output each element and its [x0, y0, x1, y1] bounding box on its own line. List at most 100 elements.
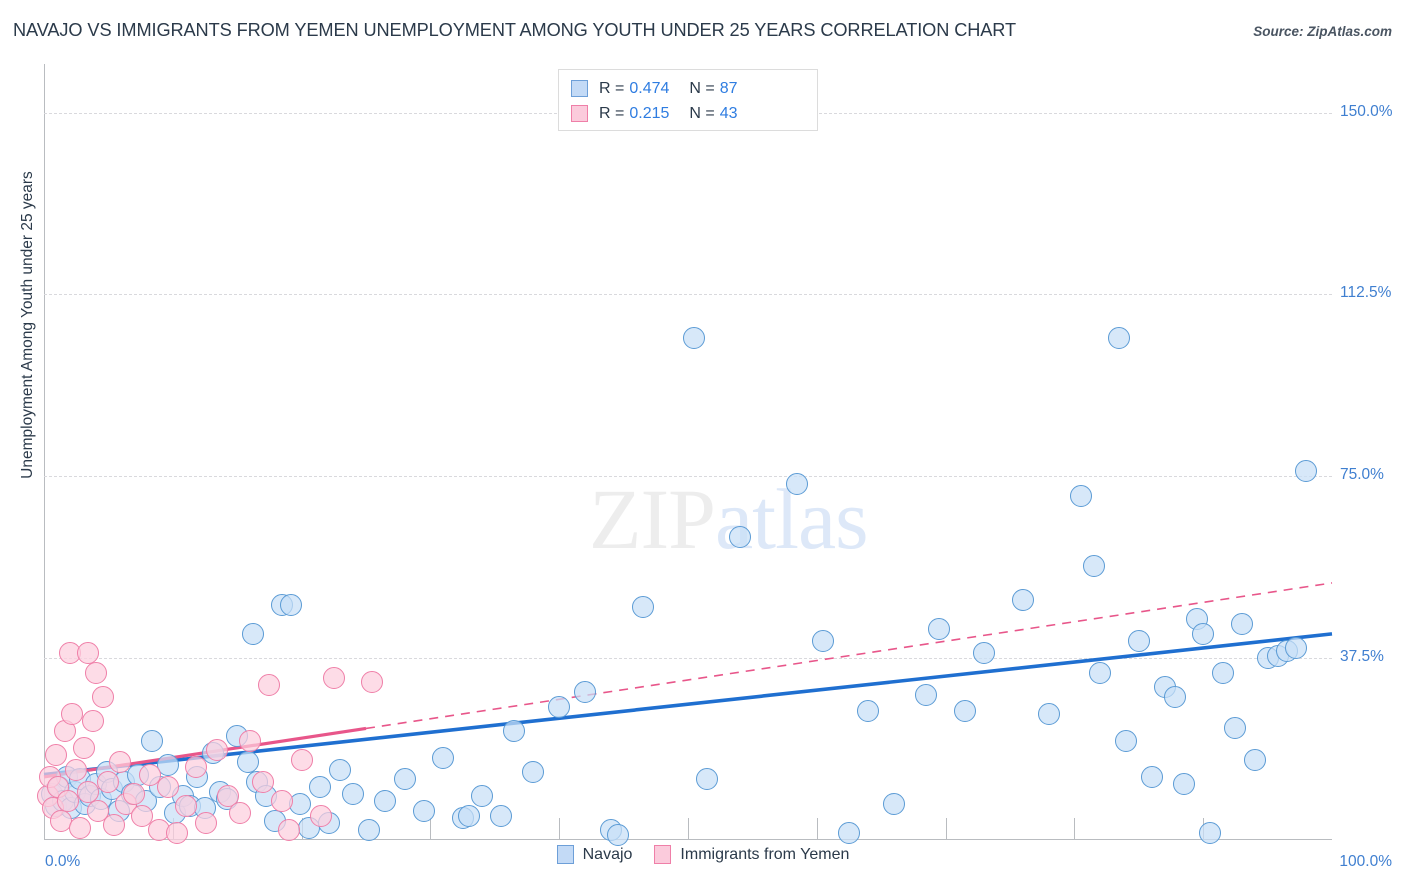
data-point-navajo[interactable]	[1069, 484, 1092, 507]
series-label-yemen: Immigrants from Yemen	[680, 845, 850, 863]
data-point-navajo[interactable]	[1211, 661, 1234, 684]
data-point-yemen[interactable]	[184, 756, 207, 779]
legend-item-navajo[interactable]: Navajo	[556, 845, 632, 864]
data-point-navajo[interactable]	[236, 751, 259, 774]
x-axis-tick	[816, 818, 818, 840]
data-point-yemen[interactable]	[108, 751, 131, 774]
data-point-yemen[interactable]	[72, 736, 95, 759]
data-point-navajo[interactable]	[1163, 685, 1186, 708]
data-point-navajo[interactable]	[1037, 702, 1060, 725]
data-point-yemen[interactable]	[76, 642, 99, 665]
data-point-yemen[interactable]	[69, 816, 92, 839]
data-point-yemen[interactable]	[156, 775, 179, 798]
data-point-navajo[interactable]	[1114, 729, 1137, 752]
data-point-yemen[interactable]	[138, 763, 161, 786]
data-point-yemen[interactable]	[228, 802, 251, 825]
data-point-navajo[interactable]	[928, 618, 951, 641]
data-point-yemen[interactable]	[130, 804, 153, 827]
data-point-navajo[interactable]	[812, 630, 835, 653]
data-point-navajo[interactable]	[374, 790, 397, 813]
data-point-navajo[interactable]	[1198, 821, 1221, 844]
data-point-yemen[interactable]	[174, 795, 197, 818]
data-point-navajo[interactable]	[607, 824, 630, 847]
data-point-navajo[interactable]	[838, 821, 860, 844]
data-point-navajo[interactable]	[1011, 588, 1034, 611]
data-point-navajo[interactable]	[953, 700, 976, 723]
data-point-navajo[interactable]	[548, 695, 571, 718]
data-point-yemen[interactable]	[61, 702, 84, 725]
data-point-navajo[interactable]	[308, 775, 331, 798]
data-point-yemen[interactable]	[123, 782, 146, 805]
data-point-navajo[interactable]	[728, 525, 751, 548]
data-point-navajo[interactable]	[973, 642, 996, 665]
data-point-yemen[interactable]	[361, 671, 384, 694]
data-point-navajo[interactable]	[393, 768, 416, 791]
gridline	[44, 476, 1332, 478]
x-axis-min-label: 0.0%	[45, 853, 81, 870]
data-point-navajo[interactable]	[1089, 661, 1112, 684]
data-point-yemen[interactable]	[277, 819, 300, 842]
data-point-yemen[interactable]	[258, 673, 281, 696]
data-point-navajo[interactable]	[490, 804, 513, 827]
data-point-navajo[interactable]	[522, 761, 545, 784]
data-point-navajo[interactable]	[883, 792, 906, 815]
data-point-navajo[interactable]	[631, 596, 654, 619]
data-point-navajo[interactable]	[1295, 460, 1318, 483]
data-point-yemen[interactable]	[81, 710, 104, 733]
data-point-yemen[interactable]	[217, 785, 240, 808]
data-point-navajo[interactable]	[458, 804, 481, 827]
data-point-yemen[interactable]	[102, 814, 125, 837]
data-point-yemen[interactable]	[205, 739, 228, 762]
data-point-navajo[interactable]	[156, 753, 179, 776]
data-point-navajo[interactable]	[683, 327, 706, 350]
data-point-navajo[interactable]	[432, 746, 455, 769]
data-point-yemen[interactable]	[65, 758, 88, 781]
data-point-navajo[interactable]	[342, 782, 365, 805]
legend-item-yemen[interactable]: Immigrants from Yemen	[654, 845, 849, 864]
data-point-yemen[interactable]	[87, 799, 110, 822]
data-point-navajo[interactable]	[1108, 327, 1131, 350]
data-point-yemen[interactable]	[239, 729, 262, 752]
data-point-navajo[interactable]	[280, 593, 303, 616]
data-point-yemen[interactable]	[251, 770, 274, 793]
data-point-navajo[interactable]	[1140, 765, 1163, 788]
data-point-navajo[interactable]	[1192, 622, 1215, 645]
data-point-navajo[interactable]	[503, 719, 526, 742]
data-point-navajo[interactable]	[1224, 717, 1247, 740]
trend-line-navajo	[43, 632, 1333, 777]
data-point-navajo[interactable]	[1127, 630, 1150, 653]
data-point-yemen[interactable]	[57, 790, 80, 813]
r-label-navajo: R =	[599, 79, 625, 97]
data-point-navajo[interactable]	[915, 683, 938, 706]
data-point-yemen[interactable]	[195, 812, 218, 835]
data-point-navajo[interactable]	[1172, 773, 1195, 796]
data-point-navajo[interactable]	[786, 472, 809, 495]
r-value-navajo: 0.474	[629, 79, 670, 97]
data-point-navajo[interactable]	[1243, 748, 1266, 771]
data-point-yemen[interactable]	[44, 744, 67, 767]
data-point-navajo[interactable]	[412, 799, 435, 822]
data-point-navajo[interactable]	[357, 819, 380, 842]
data-point-yemen[interactable]	[92, 685, 115, 708]
data-point-navajo[interactable]	[1082, 554, 1105, 577]
series-legend: Navajo Immigrants from Yemen	[0, 845, 1406, 864]
data-point-navajo[interactable]	[141, 729, 164, 752]
data-point-navajo[interactable]	[329, 758, 352, 781]
data-point-yemen[interactable]	[290, 748, 313, 771]
data-point-yemen[interactable]	[165, 821, 188, 844]
data-point-yemen[interactable]	[322, 666, 345, 689]
data-point-navajo[interactable]	[696, 768, 719, 791]
data-point-yemen[interactable]	[76, 780, 99, 803]
data-point-navajo[interactable]	[1230, 613, 1253, 636]
data-point-yemen[interactable]	[97, 770, 120, 793]
data-point-navajo[interactable]	[857, 700, 880, 723]
data-point-yemen[interactable]	[84, 661, 107, 684]
data-point-navajo[interactable]	[470, 785, 493, 808]
data-point-navajo[interactable]	[1284, 637, 1307, 660]
data-point-yemen[interactable]	[271, 790, 294, 813]
x-axis-tick	[1074, 818, 1076, 840]
data-point-navajo[interactable]	[573, 681, 596, 704]
data-point-navajo[interactable]	[241, 622, 264, 645]
y-axis-tick-label: 112.5%	[1340, 284, 1392, 302]
data-point-yemen[interactable]	[309, 804, 332, 827]
